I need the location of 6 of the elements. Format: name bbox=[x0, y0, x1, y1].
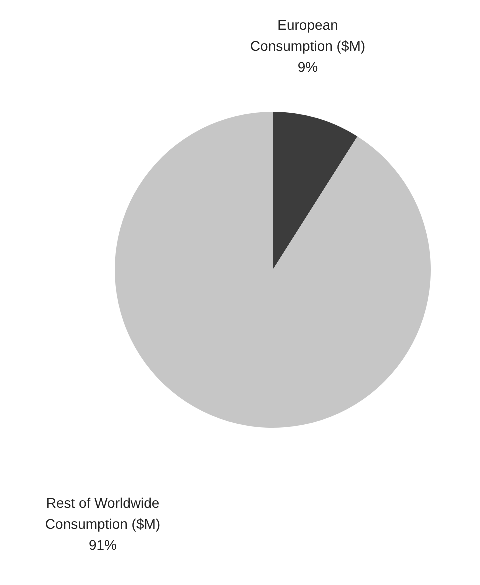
slice-label: Rest of Worldwide Consumption ($M) bbox=[45, 495, 161, 532]
slice-label: European Consumption ($M) bbox=[250, 17, 366, 54]
data-label: 91% bbox=[88, 537, 118, 553]
pie-slice bbox=[115, 112, 431, 428]
pie-slice bbox=[273, 112, 358, 270]
data-label: 9% bbox=[298, 59, 318, 75]
